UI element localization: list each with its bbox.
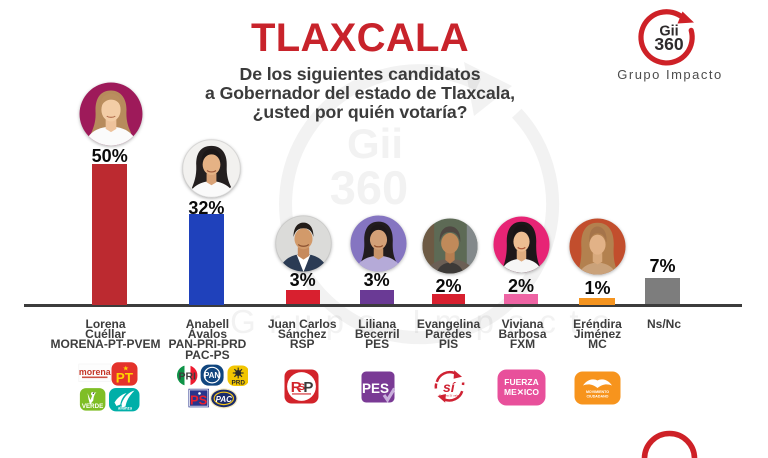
svg-text:PRD: PRD [231,380,245,387]
svg-text:FUERZA: FUERZA [504,377,538,387]
svg-text:alianza: alianza [118,406,133,411]
svg-text:PS: PS [190,393,208,408]
svg-text:MOVIMIENTO: MOVIMIENTO [586,390,609,394]
svg-text:ME✕ICO: ME✕ICO [504,387,539,397]
svg-text:PRI: PRI [178,371,196,383]
svg-text:morena: morena [79,367,111,377]
svg-text:360: 360 [330,161,408,214]
svg-text:Señora Sí vale: Señora Sí vale [438,394,458,398]
svg-text:PAN: PAN [204,371,220,380]
svg-text:CIUDADANO: CIUDADANO [587,395,609,399]
svg-text:VERDE: VERDE [82,403,103,410]
svg-text:PAC: PAC [216,395,233,404]
svg-text:Gii: Gii [347,120,403,167]
svg-text:P: P [303,379,313,396]
svg-text:PT: PT [116,371,134,386]
svg-text:360: 360 [654,34,683,54]
svg-text:PES: PES [362,381,389,396]
